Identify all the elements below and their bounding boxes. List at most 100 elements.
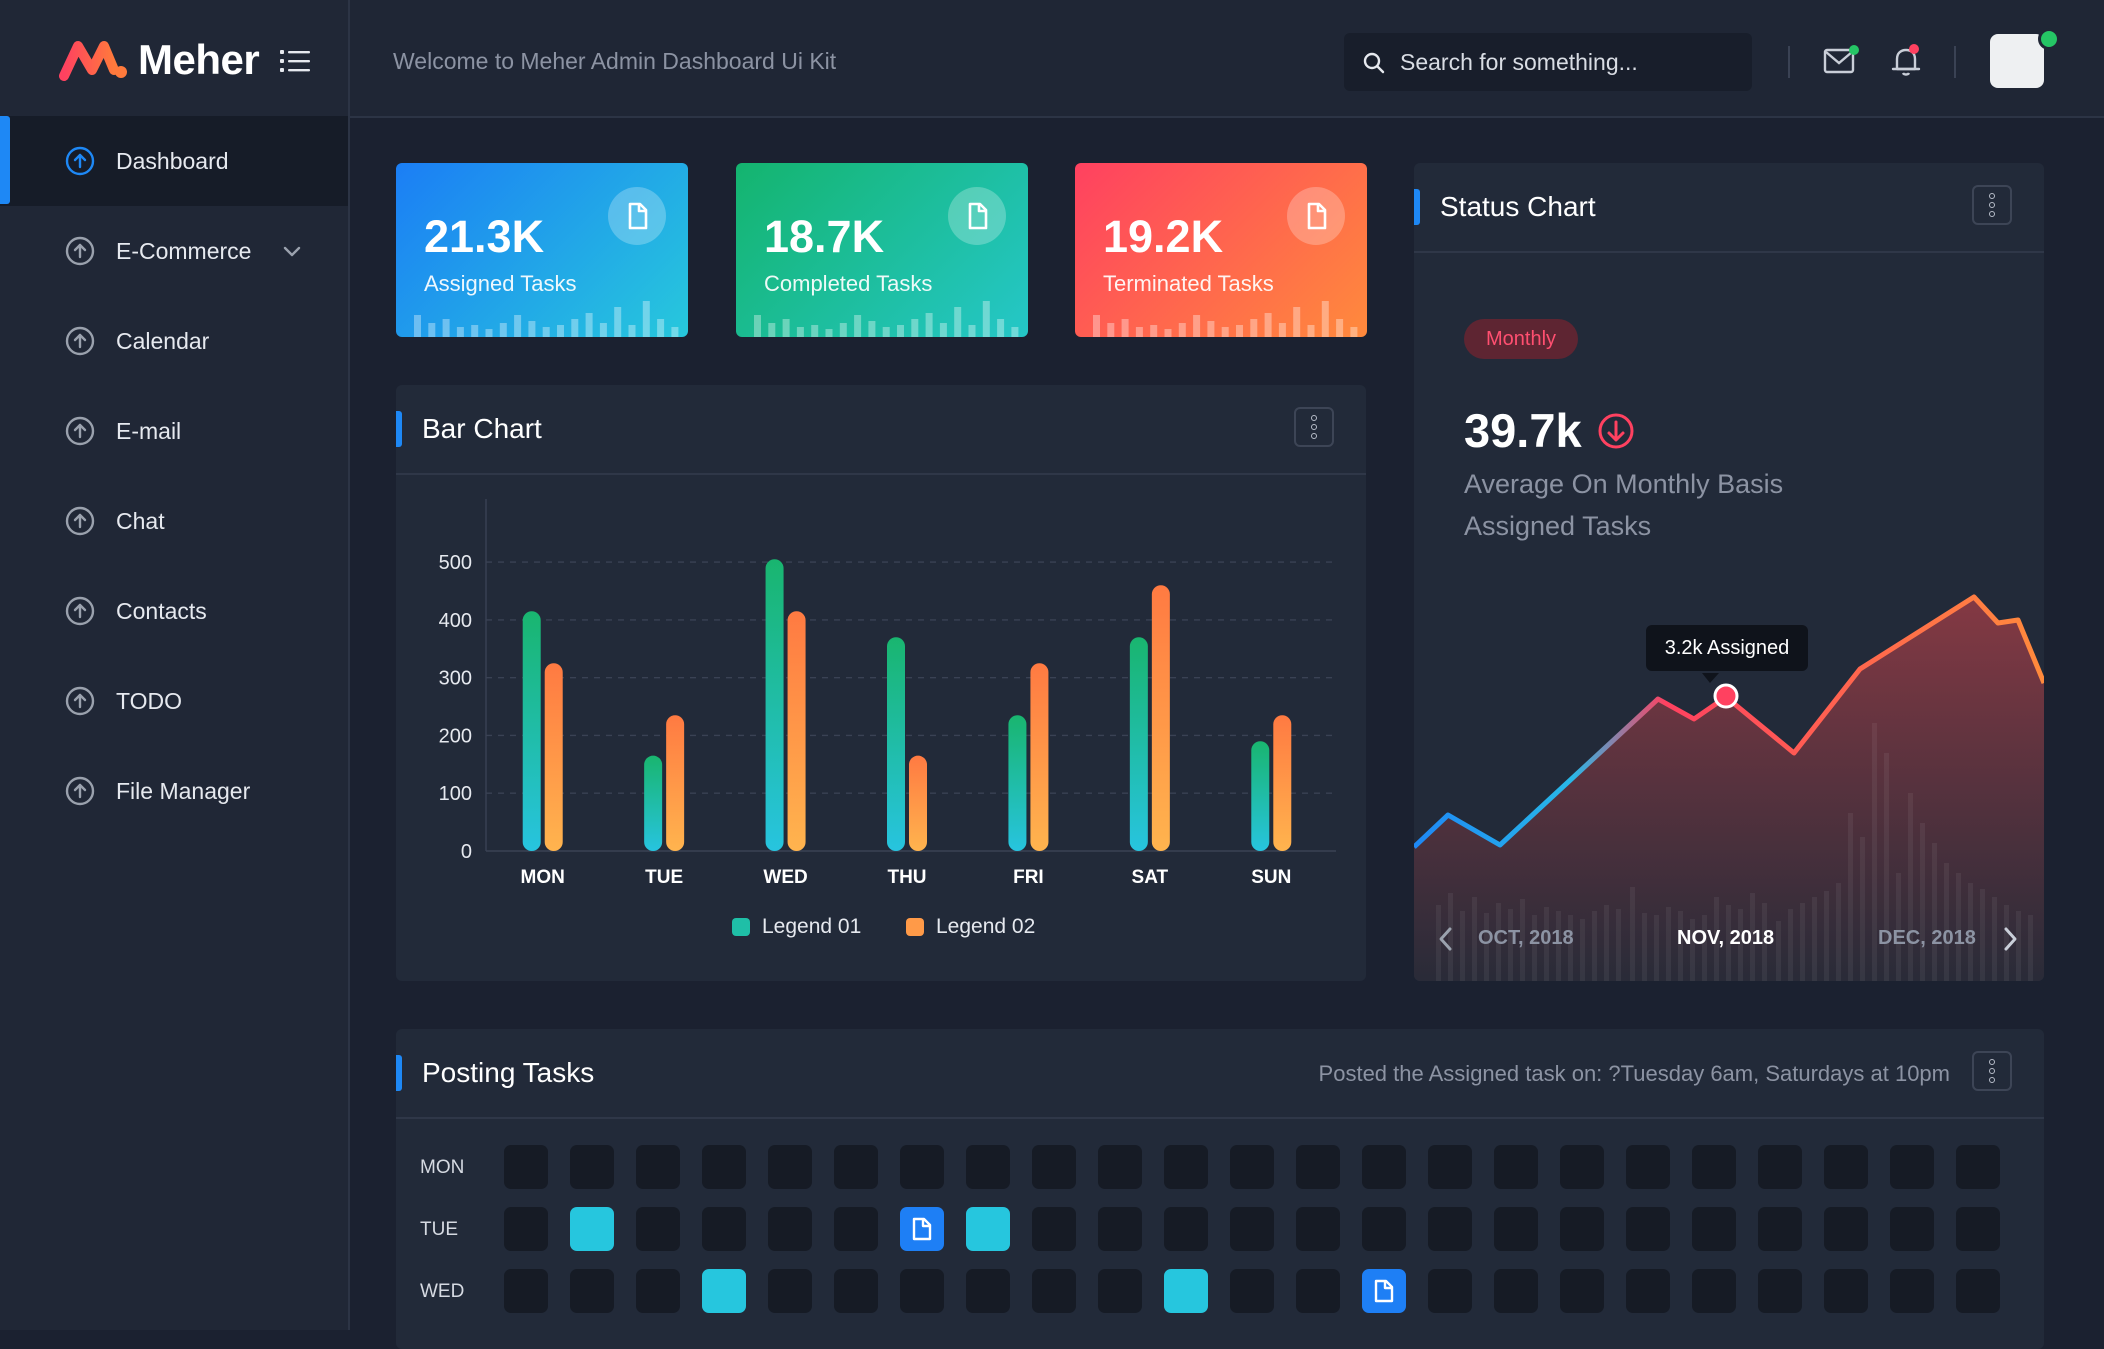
schedule-cell-wed-15[interactable] [1428, 1269, 1472, 1313]
schedule-cell-tue-6[interactable] [834, 1207, 878, 1251]
sidebar-item-file-manager[interactable]: File Manager [0, 746, 348, 836]
schedule-cell-mon-16[interactable] [1494, 1145, 1538, 1189]
schedule-cell-wed-11[interactable] [1164, 1269, 1208, 1313]
schedule-cell-wed-20[interactable] [1758, 1269, 1802, 1313]
schedule-cell-mon-18[interactable] [1626, 1145, 1670, 1189]
schedule-cell-mon-22[interactable] [1890, 1145, 1934, 1189]
schedule-cell-mon-6[interactable] [834, 1145, 878, 1189]
schedule-cell-mon-12[interactable] [1230, 1145, 1274, 1189]
menu-list-icon[interactable] [280, 48, 310, 74]
schedule-cell-mon-8[interactable] [966, 1145, 1010, 1189]
schedule-cell-mon-9[interactable] [1032, 1145, 1076, 1189]
schedule-cell-tue-3[interactable] [636, 1207, 680, 1251]
bar-wed-series-1[interactable] [765, 559, 784, 851]
schedule-cell-tue-4[interactable] [702, 1207, 746, 1251]
more-options-button[interactable] [1294, 407, 1334, 447]
brand-logo[interactable]: Meher [58, 36, 260, 84]
schedule-cell-wed-6[interactable] [834, 1269, 878, 1313]
schedule-cell-tue-15[interactable] [1428, 1207, 1472, 1251]
stat-card-terminated-tasks[interactable]: 19.2K Terminated Tasks [1075, 163, 1367, 337]
mail-icon[interactable] [1822, 42, 1860, 80]
bar-mon-series-1[interactable] [522, 611, 541, 851]
schedule-cell-mon-10[interactable] [1098, 1145, 1142, 1189]
month-dec[interactable]: DEC, 2018 [1878, 927, 1976, 949]
bar-tue-series-1[interactable] [644, 755, 663, 851]
sidebar-item-dashboard[interactable]: Dashboard [0, 116, 348, 206]
schedule-cell-wed-18[interactable] [1626, 1269, 1670, 1313]
active-point[interactable] [1713, 683, 1739, 709]
schedule-cell-wed-12[interactable] [1230, 1269, 1274, 1313]
schedule-cell-tue-21[interactable] [1824, 1207, 1868, 1251]
schedule-cell-wed-22[interactable] [1890, 1269, 1934, 1313]
stat-card-assigned-tasks[interactable]: 21.3K Assigned Tasks [396, 163, 688, 337]
schedule-cell-tue-18[interactable] [1626, 1207, 1670, 1251]
sidebar-item-chat[interactable]: Chat [0, 476, 348, 566]
schedule-cell-wed-17[interactable] [1560, 1269, 1604, 1313]
bar-sat-series-1[interactable] [1129, 637, 1148, 851]
month-oct[interactable]: OCT, 2018 [1478, 927, 1574, 949]
legend-item-1[interactable]: Legend 01 [732, 915, 861, 939]
schedule-cell-mon-19[interactable] [1692, 1145, 1736, 1189]
sidebar-item-e-commerce[interactable]: E-Commerce [0, 206, 348, 296]
schedule-cell-tue-14[interactable] [1362, 1207, 1406, 1251]
schedule-cell-mon-15[interactable] [1428, 1145, 1472, 1189]
schedule-cell-wed-8[interactable] [966, 1269, 1010, 1313]
schedule-cell-mon-7[interactable] [900, 1145, 944, 1189]
schedule-cell-mon-11[interactable] [1164, 1145, 1208, 1189]
bar-thu-series-1[interactable] [887, 637, 905, 851]
schedule-cell-tue-17[interactable] [1560, 1207, 1604, 1251]
schedule-cell-tue-23[interactable] [1956, 1207, 2000, 1251]
avatar[interactable] [1990, 34, 2044, 88]
schedule-cell-wed-21[interactable] [1824, 1269, 1868, 1313]
schedule-cell-mon-13[interactable] [1296, 1145, 1340, 1189]
sidebar-item-todo[interactable]: TODO [0, 656, 348, 746]
schedule-cell-tue-1[interactable] [504, 1207, 548, 1251]
schedule-cell-mon-3[interactable] [636, 1145, 680, 1189]
bar-thu-series-2[interactable] [909, 755, 927, 851]
schedule-cell-wed-16[interactable] [1494, 1269, 1538, 1313]
schedule-cell-wed-19[interactable] [1692, 1269, 1736, 1313]
bar-sun-series-2[interactable] [1273, 715, 1292, 851]
schedule-cell-wed-3[interactable] [636, 1269, 680, 1313]
schedule-cell-wed-5[interactable] [768, 1269, 812, 1313]
schedule-cell-tue-9[interactable] [1032, 1207, 1076, 1251]
month-nov[interactable]: NOV, 2018 [1677, 927, 1775, 949]
schedule-cell-mon-2[interactable] [570, 1145, 614, 1189]
schedule-cell-tue-20[interactable] [1758, 1207, 1802, 1251]
stat-card-completed-tasks[interactable]: 18.7K Completed Tasks [736, 163, 1028, 337]
schedule-cell-tue-16[interactable] [1494, 1207, 1538, 1251]
bar-wed-series-2[interactable] [787, 611, 806, 851]
schedule-cell-wed-9[interactable] [1032, 1269, 1076, 1313]
schedule-cell-tue-13[interactable] [1296, 1207, 1340, 1251]
file-icon-button[interactable] [948, 187, 1006, 245]
bar-mon-series-2[interactable] [544, 663, 563, 851]
schedule-cell-wed-4[interactable] [702, 1269, 746, 1313]
bar-tue-series-2[interactable] [666, 715, 685, 851]
schedule-cell-tue-8[interactable] [966, 1207, 1010, 1251]
schedule-cell-wed-14[interactable] [1362, 1269, 1406, 1313]
chevron-right-icon[interactable] [1998, 925, 2022, 953]
schedule-cell-wed-7[interactable] [900, 1269, 944, 1313]
schedule-cell-tue-2[interactable] [570, 1207, 614, 1251]
schedule-cell-mon-23[interactable] [1956, 1145, 2000, 1189]
schedule-cell-tue-12[interactable] [1230, 1207, 1274, 1251]
sidebar-item-calendar[interactable]: Calendar [0, 296, 348, 386]
schedule-cell-mon-4[interactable] [702, 1145, 746, 1189]
schedule-cell-tue-11[interactable] [1164, 1207, 1208, 1251]
file-icon-button[interactable] [1287, 187, 1345, 245]
period-badge[interactable]: Monthly [1464, 319, 1579, 359]
schedule-cell-mon-20[interactable] [1758, 1145, 1802, 1189]
file-icon-button[interactable] [608, 187, 666, 245]
schedule-cell-wed-1[interactable] [504, 1269, 548, 1313]
schedule-cell-tue-10[interactable] [1098, 1207, 1142, 1251]
bar-sat-series-2[interactable] [1151, 585, 1170, 851]
schedule-cell-wed-10[interactable] [1098, 1269, 1142, 1313]
schedule-cell-tue-5[interactable] [768, 1207, 812, 1251]
schedule-cell-tue-19[interactable] [1692, 1207, 1736, 1251]
schedule-cell-tue-22[interactable] [1890, 1207, 1934, 1251]
schedule-cell-mon-21[interactable] [1824, 1145, 1868, 1189]
more-options-button[interactable] [1972, 1051, 2012, 1091]
sidebar-item-contacts[interactable]: Contacts [0, 566, 348, 656]
schedule-cell-wed-13[interactable] [1296, 1269, 1340, 1313]
bar-sun-series-1[interactable] [1251, 741, 1270, 851]
